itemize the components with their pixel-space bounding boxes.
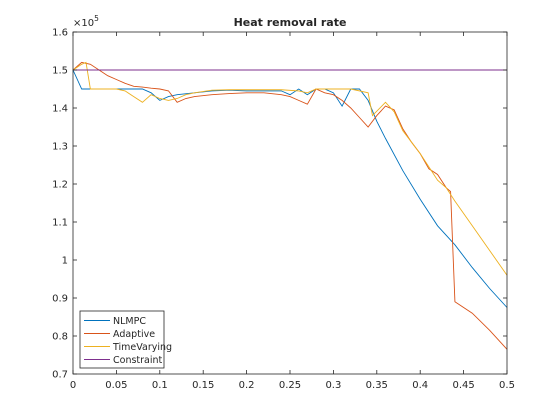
y-tick-label: 1.5 bbox=[52, 66, 68, 77]
series-layer bbox=[72, 61, 508, 350]
y-exponent-power: 5 bbox=[94, 14, 99, 23]
ticks-layer: 0 0.05 0.1 0.15 0.2 0.25 0.3 0.35 0.4 0.45 0.5 0.7 0… bbox=[52, 28, 515, 392]
legend-label: Adaptive bbox=[113, 329, 155, 340]
legend-label: TimeVarying bbox=[112, 342, 172, 353]
legend: NLMPC Adaptive TimeVarying Constraint bbox=[79, 310, 172, 369]
y-tick-label: 0.7 bbox=[52, 370, 68, 381]
y-tick-label: 1.3 bbox=[52, 142, 68, 153]
y-tick-label: 1.2 bbox=[52, 180, 68, 191]
legend-label: NLMPC bbox=[113, 316, 146, 327]
x-tick-label: 0.3 bbox=[325, 380, 341, 391]
y-tick-label: 1.4 bbox=[52, 104, 68, 115]
x-tick-label: 0 bbox=[70, 380, 76, 391]
y-exponent-base: ×10 bbox=[73, 18, 94, 29]
legend-label: Constraint bbox=[113, 355, 163, 366]
y-tick-label: 0.8 bbox=[52, 332, 68, 343]
x-tick-label: 0.2 bbox=[239, 380, 255, 391]
chart-title: Heat removal rate bbox=[234, 16, 347, 29]
series-line-nlmpc bbox=[72, 69, 508, 308]
x-tick-label: 0.1 bbox=[152, 380, 168, 391]
x-tick-label: 0.15 bbox=[192, 380, 214, 391]
series-line-adaptive bbox=[72, 61, 508, 350]
x-tick-label: 0.4 bbox=[412, 380, 428, 391]
x-tick-label: 0.5 bbox=[499, 380, 515, 391]
x-tick-label: 0.25 bbox=[279, 380, 301, 391]
y-tick-label: 1.6 bbox=[52, 28, 68, 39]
series-line-timevarying bbox=[72, 61, 508, 276]
y-tick-label: 0.9 bbox=[52, 294, 68, 305]
y-tick-label: 1.1 bbox=[52, 218, 68, 229]
y-axis-exponent: ×105 bbox=[73, 14, 99, 29]
x-tick-label: 0.35 bbox=[366, 380, 388, 391]
x-tick-label: 0.05 bbox=[105, 380, 127, 391]
y-tick-label: 1 bbox=[62, 256, 68, 267]
x-tick-label: 0.45 bbox=[452, 380, 474, 391]
